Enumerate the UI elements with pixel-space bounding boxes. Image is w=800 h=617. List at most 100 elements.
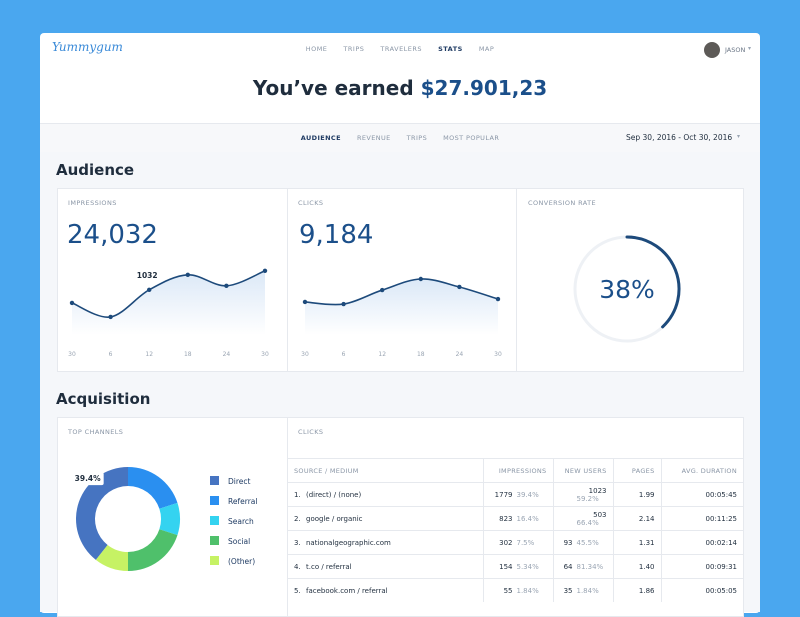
percent: 16.4%: [516, 514, 539, 523]
x-tick-label: 30: [301, 351, 309, 358]
card-label: CLICKS: [298, 428, 324, 436]
metric: 55: [503, 586, 513, 595]
tab[interactable]: REVENUE: [356, 134, 391, 142]
source-cell: 3. nationalgeographic.com: [288, 530, 483, 555]
x-tick-label: 24: [456, 351, 464, 358]
metric: 1779: [494, 490, 513, 499]
x-tick-label: 12: [378, 351, 386, 358]
nav-link[interactable]: TRIPS: [343, 45, 365, 53]
nav-link[interactable]: TRAVELERS: [380, 45, 423, 53]
point: [262, 268, 268, 273]
table-row[interactable]: 2. google / organic 823 16.4% 50366.4% 2.14 00…: [288, 506, 743, 531]
nav-link[interactable]: STATS: [438, 45, 463, 53]
nav-link[interactable]: HOME: [305, 45, 328, 53]
nav: HOME TRIPS TRAVELERS STATS MAP: [0, 45, 800, 53]
channels-chart: 39.4% Direct Referral Search Social (Other): [71, 467, 257, 571]
legend-swatch: [210, 516, 219, 525]
x-tick-label: 18: [417, 351, 425, 358]
duration: 00:05:05: [660, 578, 743, 602]
tab[interactable]: MOST POPULAR: [443, 134, 500, 142]
caret: ▾: [737, 133, 741, 140]
row-index: 3.: [294, 538, 301, 547]
label-bg: [71, 472, 104, 486]
table-row[interactable]: 5. facebook.com / referral 55 1.84% 35 1.84% 1…: [288, 578, 743, 602]
section-title: Audience: [56, 161, 135, 179]
line: [71, 270, 266, 318]
table-header: SOURCE / MEDIUM IMPRESSIONS NEW USERS PAGES…: [288, 458, 743, 483]
row-index: 1.: [294, 490, 301, 499]
column-header: NEW USERS: [552, 458, 613, 483]
donut-slice: [76, 467, 128, 560]
tab[interactable]: AUDIENCE: [300, 134, 341, 142]
percent: 66.4%: [576, 518, 599, 527]
line: [304, 278, 499, 306]
point: [147, 287, 152, 293]
percent: 7.5%: [516, 538, 535, 547]
legend-swatch: [210, 476, 219, 485]
impressions-total: 24,032: [67, 220, 158, 250]
source-cell: 5. facebook.com / referral: [288, 578, 483, 602]
metric-cell: 154 5.34%: [482, 554, 553, 579]
donut-slice: [128, 467, 178, 509]
conversion-gauge: 38%: [573, 235, 681, 343]
clicks-table: SOURCE / MEDIUM IMPRESSIONS NEW USERS PAGES…: [288, 458, 743, 602]
pages: 2.14: [612, 506, 661, 531]
data-label: 39.4%: [75, 474, 102, 483]
row-index: 4.: [294, 562, 301, 571]
row-index: 5.: [294, 586, 301, 595]
legend-swatch: [210, 496, 219, 505]
point: [495, 296, 501, 302]
earnings-amount: $27.901,23: [420, 76, 548, 100]
metric: 154: [499, 562, 513, 571]
page: Yummygum HOME TRIPS TRAVELERS STATS MAP JASO…: [0, 33, 800, 617]
metric-cell: 35 1.84%: [552, 578, 613, 602]
point: [108, 314, 113, 320]
pages: 1.99: [612, 482, 661, 507]
metric-cell: 102359.2%: [552, 482, 613, 507]
x-tick-label: 30: [68, 351, 76, 358]
logo[interactable]: Yummygum: [52, 40, 123, 54]
column-header: AVG. DURATION: [660, 458, 743, 483]
clicks-total: 9,184: [299, 220, 374, 250]
duration: 00:05:45: [660, 482, 743, 507]
column-header: PAGES: [612, 458, 661, 483]
legend-label: (Other): [228, 557, 255, 566]
metric-cell: 64 81.34%: [552, 554, 613, 579]
donut-slice: [95, 544, 128, 571]
table-row[interactable]: 1. (direct) / (none) 1779 39.4% 102359.2% 1.9…: [288, 482, 743, 507]
percent: 39.4%: [516, 490, 539, 499]
user-name[interactable]: JASON: [725, 46, 746, 54]
date-range[interactable]: Sep 30, 2016 - Oct 30, 2016: [626, 133, 733, 142]
point: [380, 287, 385, 293]
card-label: TOP CHANNELS: [68, 428, 124, 436]
table-row[interactable]: 3. nationalgeographic.com 302 7.5% 93 45.5% 1.…: [288, 530, 743, 555]
duration: 00:09:31: [660, 554, 743, 579]
x-tick-label: 6: [109, 351, 113, 358]
x-tick-label: 6: [342, 351, 346, 358]
legend-label: Search: [228, 517, 254, 526]
gauge-label: 38%: [599, 275, 655, 304]
percent: 1.84%: [516, 586, 539, 595]
gauge-arc: [625, 235, 681, 329]
point: [302, 299, 308, 305]
x-tick-label: 30: [494, 351, 502, 358]
metric-cell: 50366.4%: [552, 506, 613, 531]
avatar[interactable]: [704, 42, 720, 58]
x-tick-label: 24: [223, 351, 231, 358]
card-label: CLICKS: [298, 199, 324, 207]
metric: 823: [499, 514, 513, 523]
table-row[interactable]: 4. t.co / referral 154 5.34% 64 81.34% 1.40 00:…: [288, 554, 743, 579]
tab[interactable]: TRIPS: [406, 134, 428, 142]
section-title: Acquisition: [56, 390, 151, 408]
point: [69, 300, 75, 306]
point: [341, 301, 346, 307]
source: (direct) / (none): [306, 490, 362, 499]
legend-label: Social: [228, 537, 250, 546]
percent: 1.84%: [576, 586, 599, 595]
earnings-title: You’ve earned: [252, 76, 414, 100]
nav-link[interactable]: MAP: [478, 45, 495, 53]
source-cell: 2. google / organic: [288, 506, 483, 531]
metric-cell: 1779 39.4%: [482, 482, 553, 507]
duration: 00:02:14: [660, 530, 743, 555]
point: [185, 272, 190, 277]
